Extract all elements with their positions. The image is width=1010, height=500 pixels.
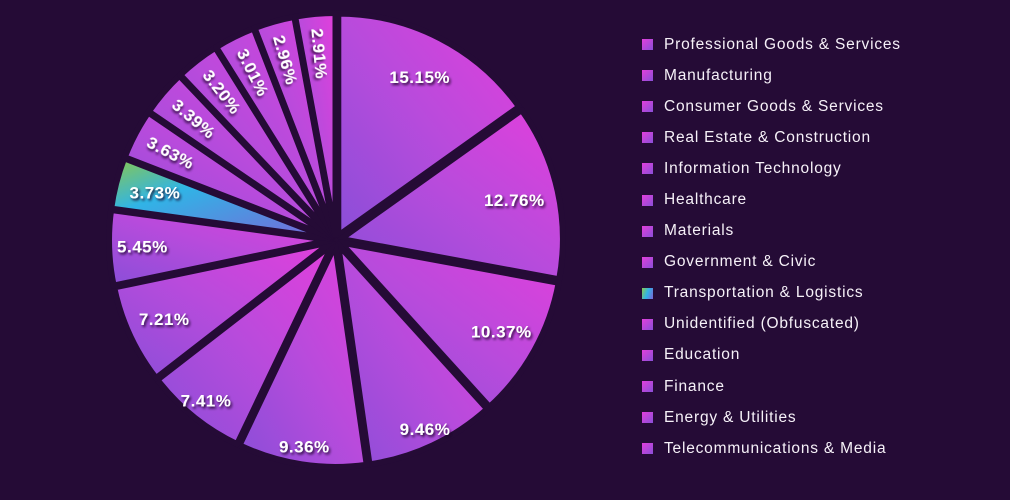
legend-label: Professional Goods & Services (664, 35, 901, 53)
legend-swatch (642, 349, 653, 361)
legend-swatch (642, 287, 653, 299)
legend-label: Information Technology (664, 159, 842, 177)
slice-value-label: 12.76% (484, 191, 545, 210)
legend-label: Energy & Utilities (664, 408, 797, 426)
legend-label: Government & Civic (664, 253, 817, 271)
slice-value-label: 5.45% (117, 237, 168, 256)
slice-value-label: 9.46% (400, 420, 451, 439)
slice-value-label: 7.41% (181, 392, 232, 411)
legend-label: Healthcare (664, 191, 747, 209)
legend-swatch (642, 225, 653, 237)
legend-swatch (642, 163, 653, 175)
legend-label: Manufacturing (664, 66, 773, 84)
legend-item: Government & Civic (642, 247, 901, 278)
slice-value-label: 10.37% (471, 323, 532, 342)
legend-item: Professional Goods & Services (642, 29, 901, 60)
legend-item: Materials (642, 216, 901, 247)
legend-label: Unidentified (Obfuscated) (664, 315, 860, 333)
legend-swatch (642, 70, 653, 82)
slice-value-label: 7.21% (139, 310, 190, 329)
legend-swatch (642, 101, 653, 113)
legend-label: Education (664, 346, 741, 364)
legend-swatch (642, 318, 653, 330)
legend-swatch (642, 443, 653, 455)
legend-item: Unidentified (Obfuscated) (642, 309, 901, 340)
legend-swatch (642, 132, 653, 144)
slice-value-label: 3.73% (130, 184, 181, 203)
pie-slice (335, 241, 491, 468)
pie-slice (154, 240, 336, 448)
legend: Professional Goods & Services Manufacturi… (642, 29, 901, 464)
legend-item: Telecommunications & Media (642, 433, 901, 464)
pie-slice (337, 239, 562, 410)
pie-slice (335, 10, 523, 239)
legend-swatch (642, 381, 653, 393)
legend-label: Consumer Goods & Services (664, 97, 884, 115)
legend-swatch (642, 412, 653, 424)
legend-swatch (642, 194, 653, 206)
legend-item: Healthcare (642, 184, 901, 215)
slice-value-label: 9.36% (279, 437, 330, 456)
legend-item: Information Technology (642, 153, 901, 184)
legend-item: Energy & Utilities (642, 402, 901, 433)
legend-label: Telecommunications & Media (664, 439, 887, 457)
legend-label: Real Estate & Construction (664, 128, 871, 146)
slice-value-label: 15.15% (389, 68, 450, 87)
legend-swatch (642, 256, 653, 268)
legend-item: Education (642, 340, 901, 371)
pie-slice (111, 239, 335, 382)
legend-item: Finance (642, 371, 901, 402)
pie-slice (236, 241, 370, 470)
legend-item: Consumer Goods & Services (642, 91, 901, 122)
legend-item: Transportation & Logistics (642, 278, 901, 309)
legend-item: Real Estate & Construction (642, 122, 901, 153)
legend-swatch (642, 39, 653, 51)
slice-value-label: 2.91% (307, 28, 331, 80)
pie-slice (337, 107, 566, 283)
legend-label: Transportation & Logistics (664, 284, 864, 302)
legend-item: Manufacturing (642, 60, 901, 91)
legend-label: Finance (664, 377, 725, 395)
legend-label: Materials (664, 222, 735, 240)
pie-slice (292, 10, 339, 238)
